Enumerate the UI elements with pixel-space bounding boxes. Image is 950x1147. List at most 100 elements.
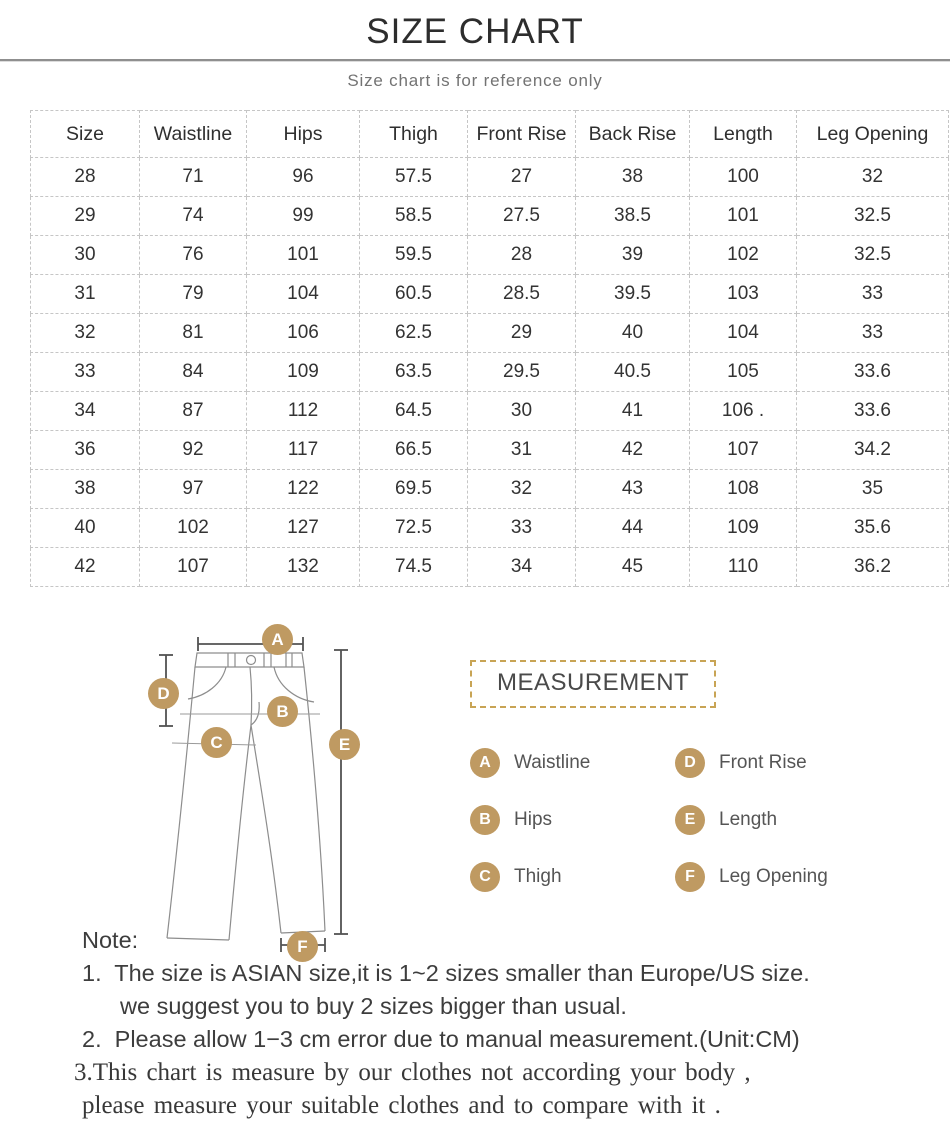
table-cell: 30 xyxy=(30,235,140,275)
table-cell: 97 xyxy=(139,469,247,509)
table-cell: 39 xyxy=(575,235,690,275)
table-cell: 27.5 xyxy=(467,196,576,236)
table-cell: 122 xyxy=(246,469,360,509)
table-cell: 72.5 xyxy=(359,508,468,548)
table-cell: 45 xyxy=(575,547,690,587)
table-cell: 76 xyxy=(139,235,247,275)
table-cell: 71 xyxy=(139,157,247,197)
note-line-3: 3.This chart is measure by our clothes n… xyxy=(74,1059,751,1086)
table-cell: 63.5 xyxy=(359,352,468,392)
table-cell: 28 xyxy=(30,157,140,197)
table-cell: 57.5 xyxy=(359,157,468,197)
table-cell: 112 xyxy=(246,391,360,431)
column-header-waistline: Waistline xyxy=(139,110,247,158)
table-cell: 66.5 xyxy=(359,430,468,470)
measurement-title-box: MEASUREMENT xyxy=(470,660,717,708)
table-cell: 35.6 xyxy=(796,508,949,548)
table-row: 40 102 127 72.5 33 44 109 35.6 xyxy=(30,508,949,548)
table-cell: 60.5 xyxy=(359,274,468,314)
legend-item: C Thigh xyxy=(470,862,675,892)
size-table-header-row: Size Waistline Hips Thigh Front Rise Bac… xyxy=(30,110,949,158)
table-cell: 38 xyxy=(30,469,140,509)
legend-item: A Waistline xyxy=(470,748,675,778)
diagram-badge-d: D xyxy=(148,678,179,709)
table-cell: 27 xyxy=(467,157,576,197)
notes-heading: Note: xyxy=(82,927,139,953)
diagram-badge-f: F xyxy=(287,931,318,962)
table-cell: 32 xyxy=(796,157,949,197)
table-cell: 107 xyxy=(689,430,797,470)
table-cell: 33 xyxy=(796,313,949,353)
table-cell: 42 xyxy=(575,430,690,470)
table-cell: 109 xyxy=(246,352,360,392)
note-line-1-continued: we suggest you to buy 2 sizes bigger tha… xyxy=(120,993,627,1019)
table-cell: 31 xyxy=(467,430,576,470)
note-line-2: 2. Please allow 1−3 cm error due to manu… xyxy=(82,1026,800,1052)
table-row: 38 97 122 69.5 32 43 108 35 xyxy=(30,469,949,509)
table-cell: 42 xyxy=(30,547,140,587)
table-cell: 43 xyxy=(575,469,690,509)
table-cell: 117 xyxy=(246,430,360,470)
table-cell: 74.5 xyxy=(359,547,468,587)
table-cell: 32.5 xyxy=(796,235,949,275)
column-header-leg-opening: Leg Opening xyxy=(796,110,949,158)
table-cell: 29 xyxy=(467,313,576,353)
legend-label: Front Rise xyxy=(719,752,807,773)
pants-outline xyxy=(166,652,326,941)
table-cell: 36.2 xyxy=(796,547,949,587)
page-title: SIZE CHART xyxy=(366,12,584,51)
measurement-title: MEASUREMENT xyxy=(497,669,690,696)
measurement-legend-panel: MEASUREMENT A Waistline D Front Rise B H… xyxy=(470,660,828,892)
table-cell: 104 xyxy=(689,313,797,353)
table-cell: 40.5 xyxy=(575,352,690,392)
pants-seam-lines xyxy=(171,713,320,746)
table-cell: 40 xyxy=(30,508,140,548)
table-cell: 132 xyxy=(246,547,360,587)
table-cell: 29 xyxy=(30,196,140,236)
table-cell: 108 xyxy=(689,469,797,509)
table-cell: 103 xyxy=(689,274,797,314)
table-cell: 59.5 xyxy=(359,235,468,275)
legend-item: F Leg Opening xyxy=(675,862,828,892)
table-cell: 81 xyxy=(139,313,247,353)
legend-letter-badge: D xyxy=(675,748,705,778)
table-row: 33 84 109 63.5 29.5 40.5 105 33.6 xyxy=(30,352,949,392)
legend-letter-badge: B xyxy=(470,805,500,835)
table-cell: 32 xyxy=(467,469,576,509)
size-table: Size Waistline Hips Thigh Front Rise Bac… xyxy=(30,110,949,587)
table-cell: 39.5 xyxy=(575,274,690,314)
diagram-badge-c: C xyxy=(201,727,232,758)
table-cell: 41 xyxy=(575,391,690,431)
legend-label: Leg Opening xyxy=(719,866,828,887)
table-cell: 100 xyxy=(689,157,797,197)
note-line-3-continued: please measure your suitable clothes and… xyxy=(82,1092,721,1119)
table-cell: 36 xyxy=(30,430,140,470)
table-cell: 105 xyxy=(689,352,797,392)
table-cell: 32.5 xyxy=(796,196,949,236)
table-cell: 102 xyxy=(139,508,247,548)
column-header-back-rise: Back Rise xyxy=(575,110,690,158)
legend-label: Hips xyxy=(514,809,553,830)
header: SIZE CHART Size chart is for reference o… xyxy=(0,0,950,91)
diagram-badge-e: E xyxy=(329,729,360,760)
table-cell: 33 xyxy=(467,508,576,548)
table-cell: 32 xyxy=(30,313,140,353)
table-cell: 84 xyxy=(139,352,247,392)
table-row: 34 87 112 64.5 30 41 106 . 33.6 xyxy=(30,391,949,431)
legend-label: Waistline xyxy=(514,752,591,773)
table-cell: 31 xyxy=(30,274,140,314)
legend-letter-badge: F xyxy=(675,862,705,892)
table-cell: 79 xyxy=(139,274,247,314)
table-cell: 106 . xyxy=(689,391,797,431)
table-cell: 33 xyxy=(30,352,140,392)
column-header-thigh: Thigh xyxy=(359,110,468,158)
diagram-badge-b: B xyxy=(267,696,298,727)
table-row: 36 92 117 66.5 31 42 107 34.2 xyxy=(30,430,949,470)
page-subtitle: Size chart is for reference only xyxy=(347,71,603,90)
column-header-front-rise: Front Rise xyxy=(467,110,576,158)
table-cell: 101 xyxy=(246,235,360,275)
legend-item: D Front Rise xyxy=(675,748,828,778)
table-cell: 33.6 xyxy=(796,352,949,392)
table-cell: 107 xyxy=(139,547,247,587)
table-cell: 34.2 xyxy=(796,430,949,470)
